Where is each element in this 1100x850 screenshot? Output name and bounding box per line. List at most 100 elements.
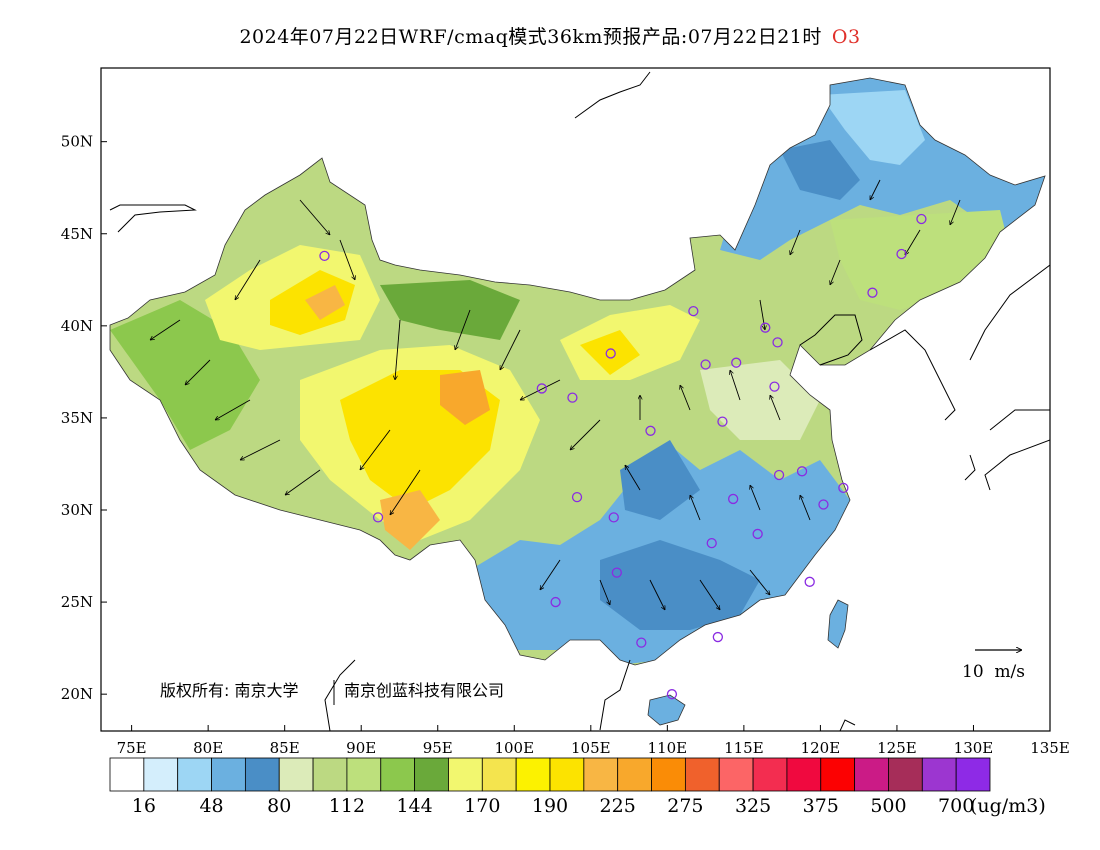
lat-tick-label: 25N [61, 593, 93, 611]
field-xinjiang-orange [305, 285, 345, 320]
lon-tick-label: 90E [346, 739, 376, 757]
field-central-blue [620, 440, 700, 520]
legend-label: 225 [600, 795, 636, 817]
lon-tick-label: 95E [423, 739, 453, 757]
legend-label: 170 [464, 795, 500, 817]
copyright-nju: 版权所有: 南京大学 [160, 681, 298, 700]
wind-arrow [570, 419, 601, 450]
city-station-marker [773, 469, 785, 481]
legend-swatch [143, 757, 179, 792]
legend-swatch [278, 757, 314, 792]
plot-frame [100, 67, 1051, 732]
legend-swatch [651, 757, 686, 792]
city-station-marker [769, 381, 780, 392]
city-station-marker [700, 359, 711, 370]
wind-arrow [150, 319, 181, 340]
city-station-marker [636, 637, 647, 648]
field-east-pale [700, 360, 820, 440]
coast-korea [869, 329, 956, 421]
lon-tick-label: 100E [494, 739, 534, 757]
legend-swatch [752, 757, 788, 792]
city-station-marker [772, 337, 783, 348]
legend-label: 275 [667, 795, 703, 817]
wind-arrow [299, 199, 330, 235]
city-station-marker [608, 512, 619, 523]
legend-swatch [346, 757, 382, 792]
city-station-marker [728, 493, 739, 505]
city-station-marker [319, 250, 330, 262]
legend-label: 325 [735, 795, 771, 817]
city-station-marker [760, 322, 771, 333]
city-station-marker [731, 357, 742, 368]
city-station-marker [752, 528, 763, 540]
wind-arrow [285, 469, 321, 495]
city-station-marker [611, 567, 622, 578]
city-station-marker [706, 538, 717, 549]
wind-arrow [950, 199, 961, 225]
city-station-marker [567, 392, 578, 403]
lat-tick-label: 30N [61, 501, 93, 519]
latitude-axis: 50N 45N 40N 35N 30N 25N 20N [61, 133, 107, 703]
wind-arrow [520, 379, 561, 401]
wind-arrow [699, 579, 720, 610]
city-station-marker [838, 482, 849, 494]
legend-swatch [177, 757, 212, 792]
wind-arrow [770, 395, 781, 421]
legend-swatch [448, 757, 483, 792]
wind-vectors [150, 179, 961, 610]
legend-swatch [854, 757, 889, 792]
field-northeast-lowest [820, 90, 925, 165]
station-markers [319, 213, 927, 700]
legend-swatch [888, 757, 923, 792]
legend-swatch [684, 757, 720, 792]
field-tibet-orange [380, 490, 440, 550]
lon-tick-label: 135E [1030, 739, 1070, 757]
wind-arrow [240, 439, 281, 461]
legend-unit: (ug/m3) [970, 795, 1046, 817]
city-station-marker [550, 596, 561, 608]
legend-label: 375 [803, 795, 839, 817]
legend-label: 112 [329, 795, 365, 817]
wind-arrow [790, 229, 801, 255]
city-station-marker [712, 631, 723, 643]
wind-arrow [690, 495, 701, 521]
wind-arrow [360, 429, 391, 470]
country-border [109, 77, 1046, 666]
city-station-marker [896, 248, 907, 260]
legend-label: 700 [938, 795, 974, 817]
wind-arrow [680, 385, 691, 411]
wind-arrow [395, 319, 401, 380]
legend-swatch [211, 757, 246, 792]
wind-arrow [749, 569, 770, 595]
lon-tick-label: 105E [571, 739, 611, 757]
lat-tick-label: 40N [61, 317, 93, 335]
field-ningxia-bright [580, 330, 640, 375]
city-station-marker [796, 466, 808, 477]
field-qinghai-orange [440, 370, 490, 425]
legend-labels: 16 48 80 112 144 170 190 225 275 325 375 500 700 [132, 795, 975, 817]
wind-arrow [339, 239, 355, 280]
map-title: 2024年07月22日WRF/cmaq模式36km预报产品:07月22日21时 O… [0, 22, 1100, 49]
coast-bohai [799, 314, 863, 366]
lon-tick-label: 125E [877, 739, 917, 757]
legend-swatch [515, 757, 551, 792]
wind-reference-label: 10 m/s [962, 662, 1025, 682]
legend-swatch [617, 757, 652, 792]
coast-japan-hokkaido [969, 264, 1050, 361]
city-station-marker [372, 512, 384, 523]
lon-tick-label: 75E [117, 739, 147, 757]
lon-tick-label: 120E [801, 739, 841, 757]
taiwan-island [827, 599, 849, 649]
wind-arrow [625, 465, 641, 491]
coast-japan-south [964, 409, 1050, 491]
lat-tick-label: 20N [61, 685, 93, 703]
city-station-marker [818, 499, 829, 510]
wind-arrow [390, 469, 421, 515]
legend-swatch [481, 757, 517, 792]
city-station-marker [645, 425, 656, 436]
wind-arrow [540, 559, 561, 590]
wind-arrow [235, 259, 261, 300]
legend-label: 144 [396, 795, 432, 817]
lon-tick-label: 115E [724, 739, 764, 757]
legend-swatch [414, 757, 449, 792]
